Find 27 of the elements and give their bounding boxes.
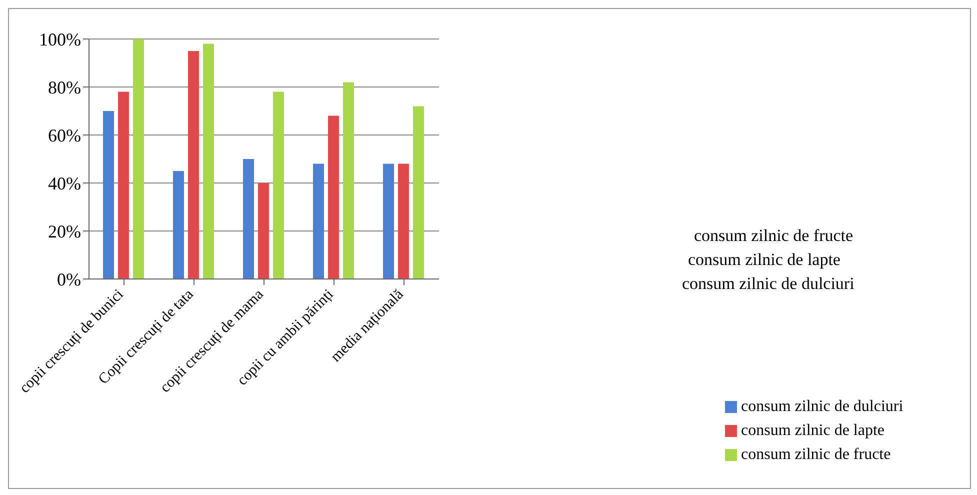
bar	[133, 39, 144, 279]
bar	[203, 44, 214, 279]
y-tick-label: 80%	[48, 77, 81, 98]
legend-label: consum zilnic de lapte	[741, 422, 885, 439]
bar	[398, 164, 409, 279]
y-tick-label: 0%	[57, 269, 81, 290]
bar	[118, 92, 129, 279]
text: consum zilnic de dulciuri	[682, 274, 854, 293]
bar	[343, 82, 354, 279]
bar	[328, 116, 339, 279]
bar	[273, 92, 284, 279]
text: consum zilnic de lapte	[688, 250, 840, 269]
bar	[413, 106, 424, 279]
legend-label: consum zilnic de dulciuri	[741, 398, 904, 415]
bar	[313, 164, 324, 279]
bar	[243, 159, 254, 279]
bar	[173, 171, 184, 279]
y-tick-label: 60%	[48, 125, 81, 146]
legend-label: consum zilnic de fructe	[741, 446, 891, 463]
bar	[103, 111, 114, 279]
y-tick-label: 40%	[48, 173, 81, 194]
text: consum zilnic de fructe	[694, 226, 854, 245]
y-tick-label: 100%	[39, 29, 81, 50]
bar	[383, 164, 394, 279]
bar	[258, 183, 269, 279]
y-tick-label: 20%	[48, 221, 81, 242]
bar	[188, 51, 199, 279]
